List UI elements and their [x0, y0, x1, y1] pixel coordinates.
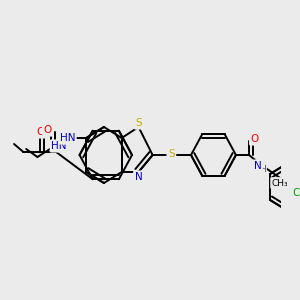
Text: HN: HN — [51, 141, 67, 151]
Text: S: S — [168, 149, 175, 159]
Text: O: O — [36, 127, 44, 137]
Text: Cl: Cl — [292, 188, 300, 198]
Text: O: O — [250, 134, 259, 144]
Text: N: N — [135, 172, 142, 182]
Text: H: H — [259, 166, 266, 175]
Text: O: O — [44, 125, 52, 135]
Text: CH₃: CH₃ — [272, 178, 288, 188]
Text: S: S — [135, 118, 142, 128]
Text: HN: HN — [60, 133, 75, 143]
Text: N: N — [254, 161, 261, 171]
